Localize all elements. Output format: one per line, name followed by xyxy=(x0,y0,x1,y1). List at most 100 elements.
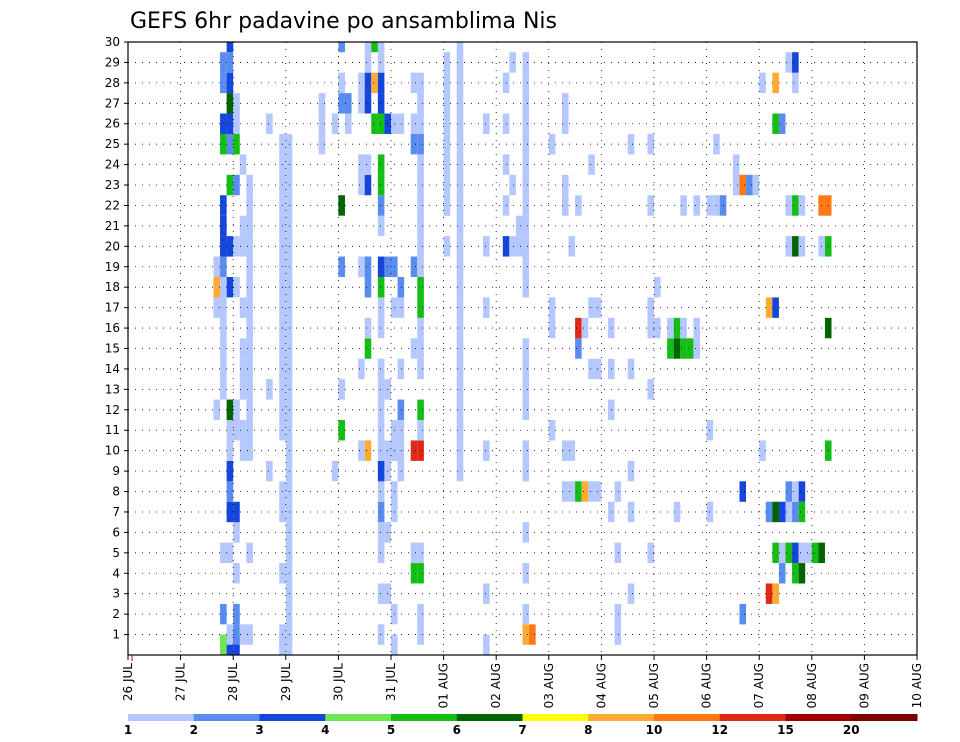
heatmap-cell xyxy=(364,317,372,339)
heatmap-cell xyxy=(226,276,234,298)
heatmap-cell xyxy=(377,297,385,318)
heatmap-cell xyxy=(233,563,240,584)
heatmap-cell xyxy=(233,276,240,298)
heatmap-cell xyxy=(226,236,234,257)
heatmap-cell xyxy=(239,420,247,441)
heatmap-cell xyxy=(220,603,227,625)
y-tick-label: 10 xyxy=(105,444,120,458)
heatmap-cell xyxy=(377,358,385,380)
heatmap-cell xyxy=(647,195,654,216)
heatmap-cell xyxy=(575,338,582,359)
heatmap-cell xyxy=(239,624,247,645)
heatmap-cell xyxy=(785,501,793,523)
heatmap-cell xyxy=(417,154,424,175)
heatmap-cell xyxy=(785,236,793,257)
heatmap-cell xyxy=(443,113,451,134)
heatmap-cell xyxy=(581,317,589,339)
chart-title: GEFS 6hr padavine po ansamblima Nis xyxy=(130,9,557,34)
heatmap-cell xyxy=(220,215,227,237)
heatmap-cell xyxy=(456,52,464,73)
heatmap-cell xyxy=(318,93,326,114)
heatmap-cell xyxy=(456,154,464,175)
legend-swatch xyxy=(193,714,260,721)
heatmap-cell xyxy=(417,317,424,339)
heatmap-cell xyxy=(772,583,779,604)
heatmap-cell xyxy=(693,195,701,216)
heatmap-cell xyxy=(358,440,365,461)
heatmap-cell xyxy=(246,420,253,441)
heatmap-cell xyxy=(627,583,635,604)
heatmap-cell xyxy=(397,420,405,441)
heatmap-cell xyxy=(522,338,530,359)
heatmap-cell xyxy=(358,256,365,277)
heatmap-cell xyxy=(417,563,424,584)
heatmap-cell xyxy=(417,256,424,277)
heatmap-cell xyxy=(377,93,385,114)
legend-label: 6 xyxy=(453,723,461,737)
heatmap-cell xyxy=(331,113,339,134)
heatmap-cell xyxy=(522,522,530,543)
heatmap-cell xyxy=(548,420,556,441)
heatmap-cell xyxy=(233,93,240,114)
heatmap-cell xyxy=(522,215,530,237)
heatmap-cell xyxy=(561,93,569,114)
heatmap-cell xyxy=(364,338,372,359)
heatmap-cell xyxy=(772,501,779,523)
heatmap-cell xyxy=(364,256,372,277)
legend-swatch xyxy=(128,714,195,721)
heatmap-cell xyxy=(220,195,227,216)
heatmap-cell xyxy=(213,256,221,277)
heatmap-cell xyxy=(686,338,694,359)
heatmap-cell xyxy=(338,420,345,441)
heatmap-cell xyxy=(765,297,773,318)
y-tick-label: 12 xyxy=(105,403,120,417)
y-tick-label: 17 xyxy=(105,301,120,315)
heatmap-cell xyxy=(377,460,385,482)
heatmap-cell xyxy=(792,236,799,257)
legend-swatch xyxy=(259,714,326,721)
heatmap-cell xyxy=(226,440,234,461)
heatmap-cell xyxy=(522,440,530,461)
heatmap-cell xyxy=(443,174,451,196)
heatmap-cell xyxy=(410,563,418,584)
x-tick-label: 08 AUG xyxy=(805,663,819,708)
heatmap-cell xyxy=(483,297,490,318)
heatmap-cell xyxy=(522,93,530,114)
heatmap-cell xyxy=(318,133,326,155)
y-tick-label: 3 xyxy=(112,587,120,601)
heatmap-cell xyxy=(239,215,247,237)
heatmap-cell xyxy=(410,256,418,277)
heatmap-cell xyxy=(246,174,253,196)
heatmap-cell xyxy=(739,603,747,625)
x-tick-label: 09 AUG xyxy=(857,663,871,708)
y-tick-label: 27 xyxy=(105,96,120,110)
heatmap-cell xyxy=(417,440,424,461)
heatmap-cell xyxy=(377,542,385,564)
y-tick-label: 14 xyxy=(105,362,120,376)
legend-swatch xyxy=(391,714,458,721)
x-tick-label: 29 JUL xyxy=(279,663,293,701)
heatmap-cell xyxy=(338,379,345,400)
heatmap-cell xyxy=(358,174,365,196)
heatmap-cell xyxy=(226,481,234,502)
heatmap-cell xyxy=(614,542,622,564)
heatmap-cell xyxy=(522,154,530,175)
y-axis: 1234567891011121314151617181920212223242… xyxy=(105,35,128,642)
heatmap-cell xyxy=(627,133,635,155)
heatmap-cell xyxy=(522,236,530,257)
y-tick-label: 5 xyxy=(112,546,120,560)
heatmap-cell xyxy=(226,133,234,155)
x-tick-label: 28 JUL xyxy=(226,663,240,701)
heatmap-cell xyxy=(417,195,424,216)
heatmap-cell xyxy=(397,440,405,461)
heatmap-cell xyxy=(233,174,240,196)
heatmap-cell xyxy=(246,215,253,237)
y-tick-label: 11 xyxy=(105,423,120,437)
heatmap-cell xyxy=(233,420,240,441)
heatmap-cell xyxy=(785,52,793,73)
heatmap-cell xyxy=(522,399,530,421)
y-tick-label: 9 xyxy=(112,464,120,478)
heatmap-cell xyxy=(647,379,654,400)
legend-label: 3 xyxy=(255,723,263,737)
heatmap-cell xyxy=(226,113,234,134)
